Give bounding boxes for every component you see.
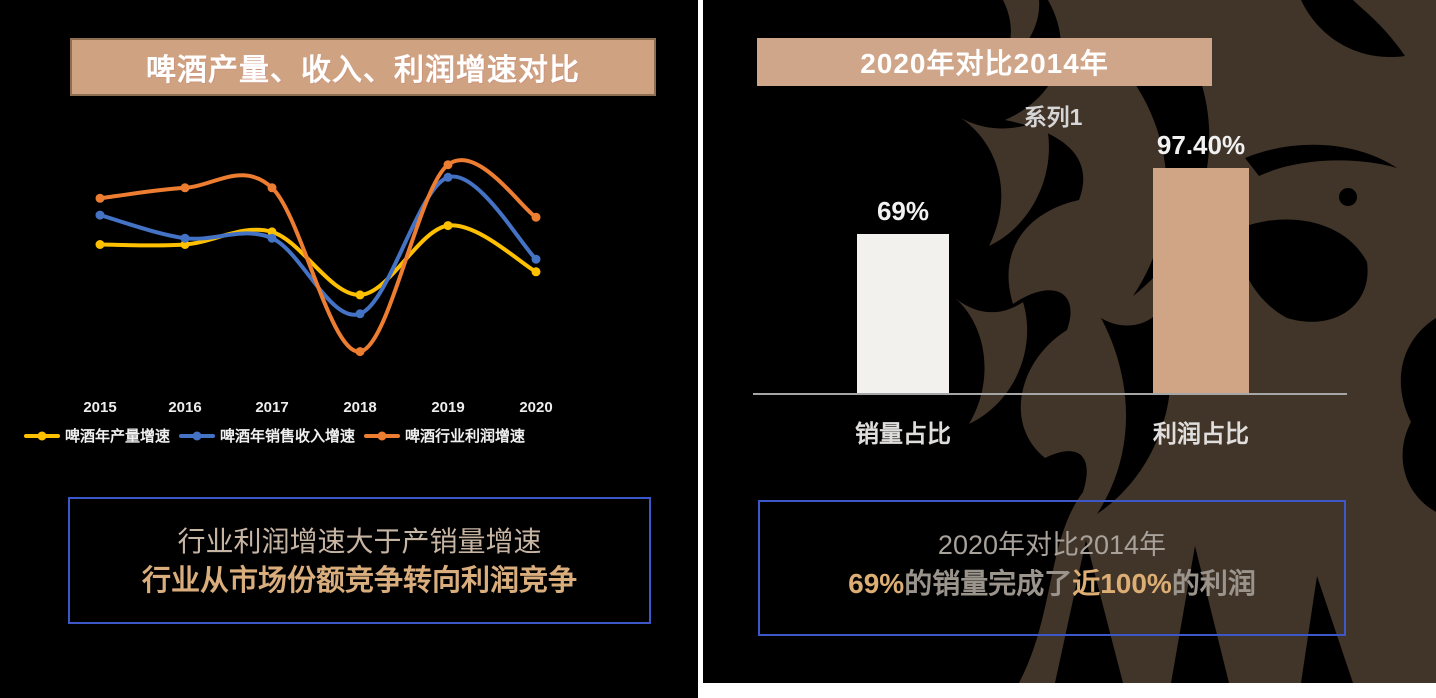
panel-divider	[698, 0, 703, 698]
x-axis-label: 2018	[343, 399, 377, 416]
data-point-marker	[95, 193, 105, 203]
legend-marker-dot	[192, 431, 202, 440]
data-point-marker	[95, 210, 105, 220]
left-callout-box: 行业利润增速大于产销量增速 行业从市场份额竞争转向利润竞争	[68, 497, 651, 624]
left-callout-line2: 行业从市场份额竞争转向利润竞争	[141, 565, 577, 597]
data-point-marker	[180, 233, 190, 243]
x-axis-label: 2016	[168, 399, 202, 416]
legend-item: 啤酒行业利润增速	[364, 425, 525, 446]
left-slide-panel: 啤酒产量、收入、利润增速对比 2015 2016 2017 2018 2019 2020 …	[0, 0, 698, 698]
legend-marker	[24, 431, 60, 440]
data-point-marker	[267, 183, 277, 193]
data-point-marker	[355, 347, 365, 357]
callout-text: 的利润	[1171, 568, 1256, 599]
bar-category-label: 利润占比	[1153, 421, 1249, 448]
data-point-marker	[355, 309, 365, 319]
bar-value-label: 69%	[876, 196, 930, 227]
right-callout-line2: 69%的销量完成了近100%的利润	[760, 564, 1344, 604]
data-point-marker	[267, 227, 277, 237]
bar	[1153, 168, 1249, 394]
data-point-marker	[531, 267, 541, 277]
bar	[857, 234, 949, 394]
legend-label: 啤酒年销售收入增速	[220, 428, 356, 445]
x-axis-label: 2015	[83, 399, 117, 416]
data-point-marker	[267, 233, 277, 243]
data-point-marker	[95, 240, 105, 249]
data-point-marker	[531, 254, 541, 264]
bar-series-label: 系列1	[1023, 104, 1083, 130]
bar-category-label: 销量占比	[855, 421, 951, 448]
legend-label: 啤酒行业利润增速	[405, 428, 526, 445]
legend-label: 啤酒年产量增速	[65, 428, 171, 445]
legend-marker	[364, 431, 401, 440]
lion-eye	[1339, 188, 1357, 206]
data-point-marker	[180, 240, 190, 249]
data-point-marker	[443, 221, 453, 231]
right-callout-line1: 2020年对比2014年	[937, 530, 1167, 560]
bottom-white-strip	[703, 683, 1436, 698]
callout-emphasis-text: 69%	[848, 568, 905, 599]
x-axis-label: 2019	[431, 399, 465, 416]
right-callout-box: 2020年对比2014年 69%的销量完成了近100%的利润	[758, 500, 1346, 636]
bar-value-label: 97.40%	[1156, 130, 1246, 161]
bar-chart-axis	[753, 393, 1347, 395]
data-point-marker	[443, 160, 453, 170]
right-slide-panel: 2020年对比2014年 系列1 69% 销量占比 97.40% 利润占比 2020年…	[703, 0, 1436, 698]
right-chart-title-banner: 2020年对比2014年	[757, 38, 1212, 86]
right-chart-title: 2020年对比2014年	[860, 48, 1109, 79]
legend-item: 啤酒年销售收入增速	[179, 425, 355, 446]
callout-text: 的销量完成了	[904, 568, 1073, 599]
data-point-marker	[531, 212, 541, 222]
callout-emphasis-text: 近100%	[1072, 568, 1172, 599]
chart-legend: 啤酒年产量增速 啤酒年销售收入增速 啤酒行业利润增速	[24, 425, 525, 446]
legend-marker-dot	[37, 431, 47, 440]
legend-item: 啤酒年产量增速	[24, 425, 170, 446]
left-chart-title: 啤酒产量、收入、利润增速对比	[146, 54, 580, 87]
series-line	[99, 158, 538, 354]
data-point-marker	[180, 183, 190, 193]
legend-marker	[179, 431, 216, 440]
legend-marker-dot	[377, 431, 387, 440]
x-axis-label: 2017	[255, 399, 289, 416]
left-callout-line1: 行业利润增速大于产销量增速	[177, 526, 542, 557]
data-point-marker	[443, 172, 453, 182]
data-point-marker	[355, 290, 365, 300]
lion-eyebrow	[1245, 144, 1397, 176]
x-axis-label: 2020	[519, 399, 553, 416]
growth-line-chart	[95, 158, 541, 357]
left-chart-title-banner: 啤酒产量、收入、利润增速对比	[70, 38, 656, 96]
